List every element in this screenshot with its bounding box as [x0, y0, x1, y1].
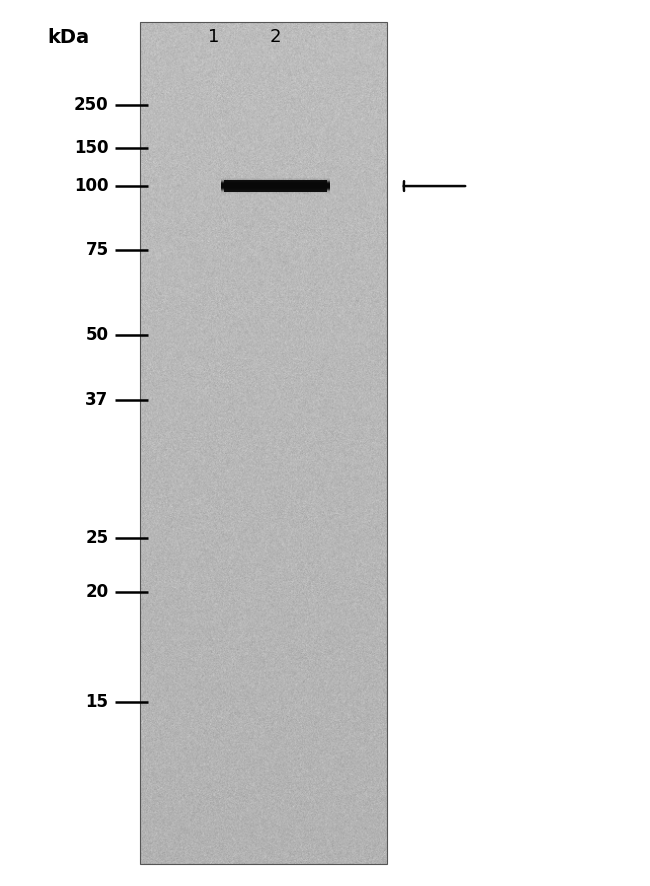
Text: 1: 1	[208, 28, 220, 46]
Text: 75: 75	[85, 241, 109, 259]
Bar	[224, 181, 327, 191]
Text: 15: 15	[86, 693, 109, 711]
Text: 50: 50	[86, 326, 109, 344]
Text: 25: 25	[85, 529, 109, 547]
Text: 250: 250	[74, 96, 109, 113]
Text: 150: 150	[74, 139, 109, 157]
Text: 100: 100	[74, 177, 109, 195]
Text: kDa: kDa	[47, 27, 89, 47]
Text: 37: 37	[85, 392, 109, 409]
Text: 2: 2	[270, 28, 281, 46]
Text: 20: 20	[85, 583, 109, 601]
Bar	[140, 22, 387, 864]
